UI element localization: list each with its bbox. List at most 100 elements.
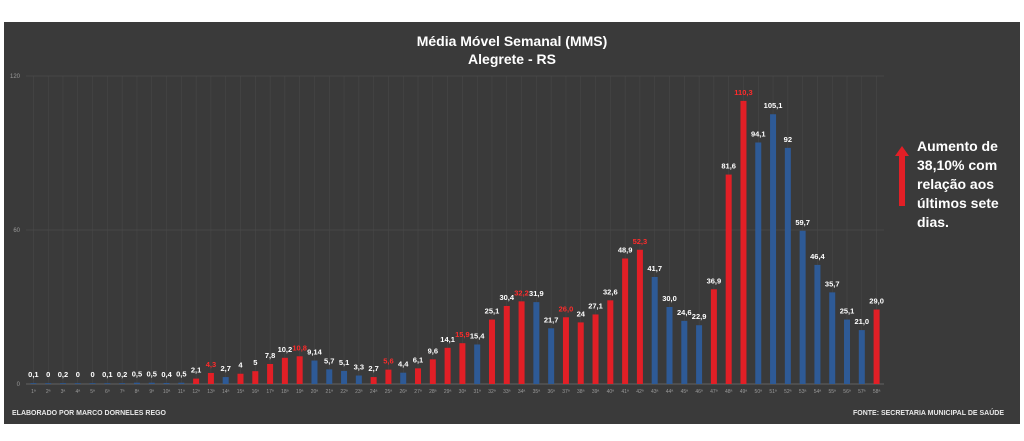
data-label: 4,3 xyxy=(206,360,216,369)
data-label: 15,4 xyxy=(470,331,485,340)
bar xyxy=(696,325,703,384)
data-label: 30,4 xyxy=(499,293,514,302)
x-tick-label: 4ª xyxy=(75,389,80,395)
bar xyxy=(518,301,525,384)
x-tick-label: 52ª xyxy=(784,389,792,395)
x-tick-label: 55ª xyxy=(829,389,837,395)
annotation-line-5: dias. xyxy=(917,214,949,230)
bars xyxy=(30,100,880,384)
bar xyxy=(799,230,806,384)
bar xyxy=(341,370,348,384)
bar xyxy=(533,302,540,384)
data-label: 0,4 xyxy=(161,370,172,379)
x-tick-label: 25ª xyxy=(385,389,393,395)
bar xyxy=(148,382,155,384)
bar xyxy=(296,356,303,384)
x-tick-label: 1ª xyxy=(31,389,36,395)
bar xyxy=(829,292,836,384)
data-label: 2,1 xyxy=(191,366,201,375)
x-tick-label: 22ª xyxy=(340,389,348,395)
bar xyxy=(59,383,66,384)
data-label: 3,3 xyxy=(354,363,364,372)
annotation: Aumento de 38,10% com relação aos último… xyxy=(895,138,999,230)
annotation-line-3: relação aos xyxy=(917,176,994,192)
x-tick-label: 20ª xyxy=(311,389,319,395)
x-tick-label: 37ª xyxy=(562,389,570,395)
bar xyxy=(488,319,495,384)
bar xyxy=(636,249,643,384)
data-label: 9,14 xyxy=(307,348,322,357)
x-tick-label: 54ª xyxy=(814,389,822,395)
bar xyxy=(651,276,658,384)
bar xyxy=(370,377,377,384)
data-label: 5,6 xyxy=(383,357,393,366)
data-label: 24,6 xyxy=(677,308,692,317)
x-tick-label: 24ª xyxy=(370,389,378,395)
data-label: 27,1 xyxy=(588,301,603,310)
x-tick-label: 56ª xyxy=(843,389,851,395)
data-label: 0,5 xyxy=(132,370,142,379)
bar xyxy=(207,372,214,384)
bar xyxy=(740,100,747,384)
data-label: 0 xyxy=(90,370,94,379)
data-label: 48,9 xyxy=(618,245,633,254)
annotation-line-2: 38,10% com xyxy=(917,157,997,173)
bar xyxy=(814,264,821,384)
x-tick-label: 47ª xyxy=(710,389,718,395)
data-label: 0,2 xyxy=(58,370,68,379)
x-tick-label: 8ª xyxy=(135,389,140,395)
x-tick-label: 9ª xyxy=(149,389,154,395)
x-tick-label: 36ª xyxy=(547,389,555,395)
x-tick-label: 18ª xyxy=(281,389,289,395)
data-label: 31,9 xyxy=(529,289,544,298)
x-tick-label: 53ª xyxy=(799,389,807,395)
x-tick-label: 39ª xyxy=(592,389,600,395)
x-tick-label: 42ª xyxy=(636,389,644,395)
chart-subtitle: Alegrete - RS xyxy=(468,51,556,67)
data-label: 24 xyxy=(577,309,586,318)
x-tick-label: 51ª xyxy=(769,389,777,395)
data-label: 21,0 xyxy=(855,317,870,326)
x-tick-label: 15ª xyxy=(237,389,245,395)
bar xyxy=(355,375,362,384)
x-tick-label: 23ª xyxy=(355,389,363,395)
data-label: 92 xyxy=(784,135,792,144)
x-tick-label: 21ª xyxy=(326,389,334,395)
bar xyxy=(562,317,569,384)
x-tick-label: 31ª xyxy=(473,389,481,395)
data-label: 0,1 xyxy=(102,370,112,379)
data-label: 25,1 xyxy=(840,307,855,316)
data-label: 36,9 xyxy=(707,276,722,285)
bar xyxy=(755,142,762,384)
data-label: 46,4 xyxy=(810,252,825,261)
x-tick-label: 38ª xyxy=(577,389,585,395)
bar xyxy=(193,378,200,384)
data-label: 21,7 xyxy=(544,315,559,324)
x-tick-label: 12ª xyxy=(192,389,200,395)
data-label: 29,0 xyxy=(869,297,884,306)
data-label: 30,0 xyxy=(662,294,677,303)
bar xyxy=(503,305,510,384)
x-tick-label: 45ª xyxy=(681,389,689,395)
x-tick-label: 14ª xyxy=(222,389,230,395)
bar xyxy=(770,114,777,384)
bar xyxy=(74,383,81,384)
x-tick-label: 57ª xyxy=(858,389,866,395)
bar xyxy=(385,369,392,384)
data-label: 110,3 xyxy=(734,88,752,97)
bar xyxy=(577,322,584,384)
bar xyxy=(252,371,259,384)
data-label: 10,8 xyxy=(292,343,307,352)
bar xyxy=(133,382,140,384)
data-label: 0,5 xyxy=(176,370,186,379)
x-tick-label: 16ª xyxy=(252,389,260,395)
bar xyxy=(178,382,185,384)
x-tick-label: 33ª xyxy=(503,389,511,395)
data-labels: 0,1 0 0,2 0 0 0,1 0,2 0,5 0,5 0,4 0,5 2,1 4,3 2,7 4 5 7,… xyxy=(28,88,884,379)
chart-frame: Média Móvel Semanal (MMS) Alegrete - RS … xyxy=(4,22,1020,424)
bar xyxy=(267,363,274,384)
bar xyxy=(622,258,629,384)
x-tick-label: 17ª xyxy=(266,389,274,395)
bar xyxy=(326,369,333,384)
x-tick-label: 48ª xyxy=(725,389,733,395)
